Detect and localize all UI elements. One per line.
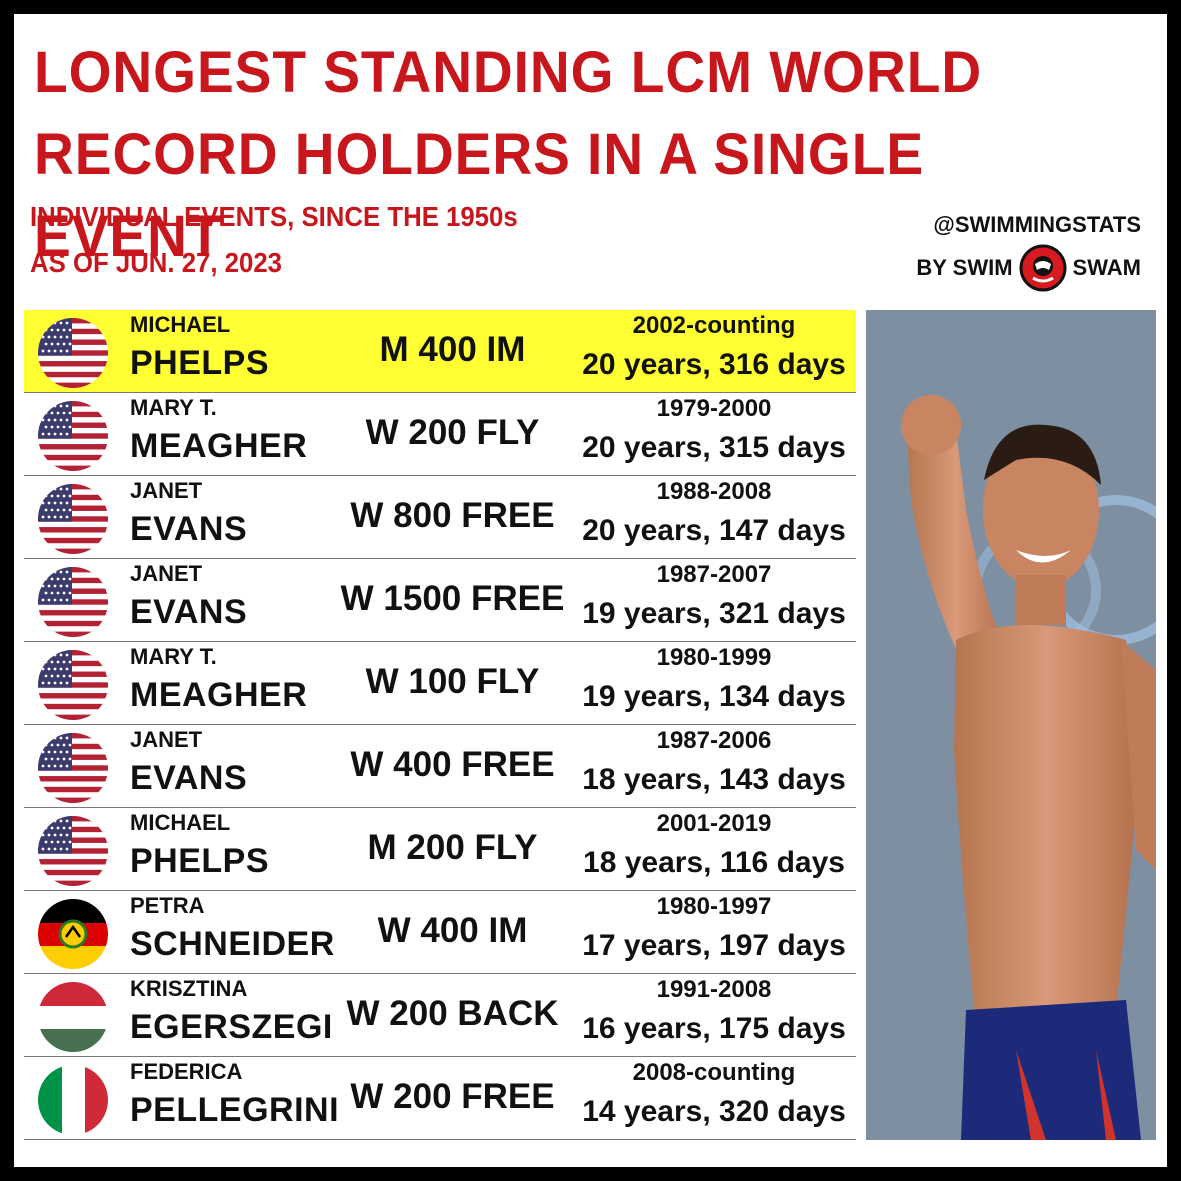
brand-by-text: BY SWIM [916, 255, 1013, 280]
athlete-last-name: MEAGHER [130, 676, 308, 714]
usa-flag-icon [38, 318, 108, 388]
page-title: LONGEST STANDING LCM WORLD RECORD HOLDER… [34, 40, 983, 269]
record-span: 1987-2007 [656, 561, 772, 588]
athlete-last-name: MEAGHER [130, 427, 308, 465]
record-duration: 20 years, 316 days [582, 348, 846, 381]
usa-flag-icon [38, 733, 108, 803]
athlete-first-name: MARY T. [130, 395, 217, 420]
event-name: W 1500 FREE [340, 579, 565, 618]
brand-swam-text: SWAM [1072, 255, 1141, 280]
athlete-last-name: PHELPS [130, 842, 270, 880]
record-span: 1979-2000 [656, 395, 772, 422]
athlete-first-name: PETRA [130, 893, 205, 918]
swimmer-photo [866, 310, 1156, 1140]
subtitle-events: INDIVIDUAL EVENTS, SINCE THE 1950s [30, 201, 518, 232]
usa-flag-icon [38, 484, 108, 554]
usa-flag-icon [38, 567, 108, 637]
athlete-first-name: FEDERICA [130, 1059, 243, 1084]
record-span: 1991-2008 [656, 976, 772, 1003]
infographic-card: LONGEST STANDING LCM WORLD RECORD HOLDER… [14, 14, 1167, 1167]
table-row: JANET EVANS W 800 FREE 1988-2008 20 years, 1… [24, 476, 856, 559]
usa-flag-icon [38, 650, 108, 720]
celebrating-swimmer-photo [866, 310, 1156, 1140]
record-duration: 18 years, 116 days [583, 846, 845, 879]
athlete-last-name: EVANS [130, 759, 248, 797]
record-span: 1980-1997 [656, 893, 772, 920]
record-duration: 20 years, 315 days [582, 431, 846, 464]
record-duration: 14 years, 320 days [582, 1095, 846, 1128]
brand-block: @SWIMMINGSTATS BY SWIM SWAM [916, 206, 1141, 292]
table-row: KRISZTINA EGERSZEGI W 200 BACK 1991-2008 16 … [24, 974, 856, 1057]
event-name: W 800 FREE [350, 496, 555, 535]
swimswam-logo-icon [1019, 244, 1067, 292]
table-row: JANET EVANS W 1500 FREE 1987-2007 19 years, … [24, 559, 856, 642]
record-span: 1980-1999 [656, 644, 772, 671]
record-duration: 20 years, 147 days [582, 514, 846, 547]
records-table: MICHAEL PHELPS M 400 IM 2002-counting 20 yea… [24, 310, 856, 1140]
table-row: FEDERICA PELLEGRINI W 200 FREE 2008-countin… [24, 1057, 856, 1140]
athlete-last-name: PELLEGRINI [130, 1091, 340, 1129]
table-row: JANET EVANS W 400 FREE 1987-2006 18 years, 1… [24, 725, 856, 808]
athlete-first-name: JANET [130, 561, 203, 586]
athlete-first-name: MICHAEL [130, 810, 231, 835]
table-row: MARY T. MEAGHER W 200 FLY 1979-2000 20 years… [24, 393, 856, 476]
athlete-last-name: EVANS [130, 593, 248, 631]
table-row: MICHAEL PHELPS M 200 FLY 2001-2019 18 years,… [24, 808, 856, 891]
event-name: M 200 FLY [367, 828, 538, 867]
record-duration: 19 years, 134 days [582, 680, 846, 713]
table-row: MICHAEL PHELPS M 400 IM 2002-counting 20 yea… [24, 310, 856, 393]
athlete-first-name: JANET [130, 727, 203, 752]
event-name: W 400 IM [377, 911, 528, 950]
athlete-first-name: MARY T. [130, 644, 217, 669]
record-duration: 18 years, 143 days [582, 763, 846, 796]
usa-flag-icon [38, 401, 108, 471]
east-germany-flag-icon [38, 899, 108, 969]
event-name: W 400 FREE [350, 745, 555, 784]
record-span: 2001-2019 [656, 810, 772, 837]
event-name: W 200 FLY [365, 413, 540, 452]
record-span: 1988-2008 [656, 478, 772, 505]
italy-flag-icon [38, 1065, 108, 1135]
athlete-first-name: MICHAEL [130, 312, 231, 337]
hungary-flag-icon [38, 982, 108, 1052]
event-name: W 200 BACK [346, 994, 559, 1033]
table-row: PETRA SCHNEIDER W 400 IM 1980-1997 17 years,… [24, 891, 856, 974]
record-duration: 17 years, 197 days [582, 929, 846, 962]
table-row: MARY T. MEAGHER W 100 FLY 1980-1999 19 years… [24, 642, 856, 725]
record-duration: 19 years, 321 days [582, 597, 846, 630]
athlete-first-name: JANET [130, 478, 203, 503]
record-duration: 16 years, 175 days [582, 1012, 846, 1045]
event-name: W 100 FLY [365, 662, 540, 701]
subtitle-date: AS OF JUN. 27, 2023 [30, 247, 282, 278]
athlete-last-name: PHELPS [130, 344, 270, 382]
brand-byline: BY SWIM SWAM [916, 244, 1141, 292]
athlete-last-name: EGERSZEGI [130, 1008, 333, 1046]
usa-flag-icon [38, 816, 108, 886]
record-span: 2002-counting [632, 312, 796, 339]
record-span: 2008-counting [632, 1059, 796, 1086]
athlete-first-name: KRISZTINA [130, 976, 248, 1001]
athlete-last-name: EVANS [130, 510, 248, 548]
event-name: M 400 IM [379, 330, 526, 369]
event-name: W 200 FREE [350, 1077, 555, 1116]
record-span: 1987-2006 [656, 727, 772, 754]
athlete-last-name: SCHNEIDER [130, 925, 335, 963]
brand-handle: @SWIMMINGSTATS [933, 212, 1141, 237]
